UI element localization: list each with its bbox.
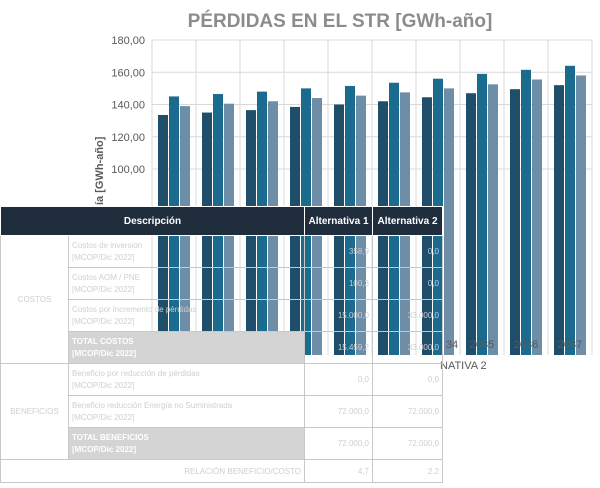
x-tick-label: 34 <box>446 339 458 351</box>
y-tick-label: 160,00 <box>111 67 145 79</box>
x-tick-label: 2036 <box>514 339 538 351</box>
y-axis-label: ía [GWh-año] <box>94 136 106 205</box>
row-value-alt2: 0,0 <box>372 363 443 396</box>
total-value-alt1: 15.459,2 <box>304 331 373 364</box>
total-value-alt2: 33.000,0 <box>372 331 443 364</box>
x-tick-label: 2037 <box>558 339 582 351</box>
row-value-alt1: 72.000,0 <box>304 395 373 428</box>
y-tick-label: 120,00 <box>111 132 145 144</box>
total-value-alt2: 72.000,0 <box>372 427 443 460</box>
header-alternativa-1: Alternativa 1 <box>304 206 373 236</box>
ratio-value-alt1: 4,7 <box>304 459 373 483</box>
row-value-alt2: 0,0 <box>372 235 443 268</box>
row-value-alt1: 358,9 <box>304 235 373 268</box>
x-tick-label: 2035 <box>470 339 494 351</box>
bar-series-2-cat-8 <box>521 69 531 356</box>
y-tick-label: 100,00 <box>111 164 145 176</box>
row-value-alt2: 0,0 <box>372 267 443 300</box>
y-tick-label: 140,00 <box>111 100 145 112</box>
bar-series-3-cat-6 <box>444 88 454 355</box>
bar-series-1-cat-7 <box>466 93 476 356</box>
row-description: Costos por incremento de pérdidas [MCOP/D… <box>68 299 305 332</box>
row-value-alt2: 72.000,0 <box>372 395 443 428</box>
table-row-ratio: RELACIÓN BENEFICIO/COSTO 4,7 2,2 <box>0 459 443 483</box>
y-tick-labels: 100,00 120,00 140,00 160,00 180,00 <box>111 35 145 176</box>
total-description: TOTAL BENEFICIOS [MCOP/Dic 2022] <box>68 427 305 460</box>
bar-series-2-cat-9 <box>565 65 575 356</box>
row-description: Beneficio reducción Energía no Suministr… <box>68 395 305 428</box>
ratio-value-alt2: 2,2 <box>372 459 443 483</box>
bar-series-1-cat-9 <box>554 85 564 356</box>
group-label-costos: COSTOS <box>0 235 69 364</box>
row-value-alt1: 15.000,0 <box>304 299 373 332</box>
table-row: BENEFICIOS Beneficio por reducción de pé… <box>0 363 443 460</box>
table-header-row: Descripción Alternativa 1 Alternativa 2 <box>0 206 443 236</box>
cost-benefit-table-wrapper: Descripción Alternativa 1 Alternativa 2 … <box>0 206 443 483</box>
y-tick-label: 180,00 <box>111 35 145 47</box>
legend-entry-fragment: NATIVA 2 <box>440 360 487 372</box>
table-row: Beneficio reducción Energía no Suministr… <box>1 395 443 428</box>
header-alternativa-2: Alternativa 2 <box>372 206 443 236</box>
row-value-alt1: 0,0 <box>304 363 373 396</box>
bar-series-3-cat-8 <box>532 79 542 355</box>
ratio-label: RELACIÓN BENEFICIO/COSTO <box>0 459 305 483</box>
row-description: Beneficio por reducción de pérdidas [MCOP… <box>68 363 305 396</box>
table-row: Costos por incremento de pérdidas [MCOP/D… <box>1 299 443 332</box>
bar-series-1-cat-8 <box>510 89 520 356</box>
header-description: Descripción <box>0 206 305 236</box>
cost-benefit-table: Descripción Alternativa 1 Alternativa 2 … <box>0 206 443 483</box>
chart-title: PÉRDIDAS EN EL STR [GWh-año] <box>188 10 493 32</box>
row-description: Costos AOM / PNE [MCOP/Dic 2022] <box>68 267 305 300</box>
bar-series-2-cat-7 <box>477 73 487 356</box>
total-value-alt1: 72.000,0 <box>304 427 373 460</box>
row-value-alt2: 33.000,0 <box>372 299 443 332</box>
bar-series-3-cat-7 <box>488 84 498 355</box>
bar-series-3-cat-9 <box>576 75 586 355</box>
row-description: Costos de inversión [MCOP/Dic 2022] <box>68 235 305 268</box>
group-label-beneficios: BENEFICIOS <box>0 363 69 460</box>
row-value-alt1: 100,3 <box>304 267 373 300</box>
table-row-total-beneficios: TOTAL BENEFICIOS [MCOP/Dic 2022] 72.000,0… <box>1 427 443 460</box>
total-description: TOTAL COSTOS [MCOP/Dic 2022] <box>68 331 305 364</box>
table-row: COSTOS Costos de inversión [MCOP/Dic 2022… <box>0 235 443 364</box>
x-tick-labels: 34 2035 2036 2037 <box>446 339 582 351</box>
